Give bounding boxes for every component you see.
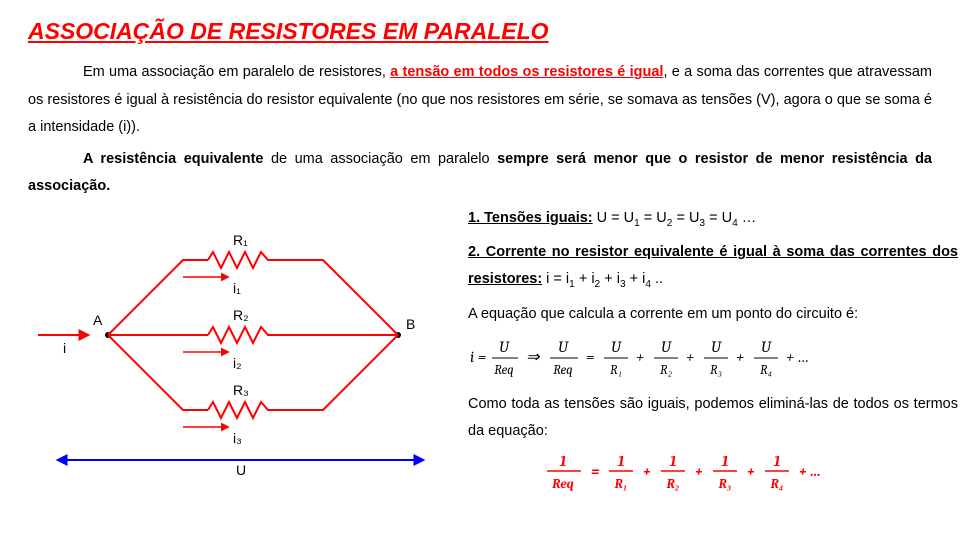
svg-text:+: + (643, 462, 651, 480)
paragraph-2: A resistência equivalente de uma associa… (28, 146, 932, 201)
svg-text:U: U (499, 338, 510, 356)
line-3: A equação que calcula a corrente em um p… (468, 301, 958, 328)
svg-text:R₄: R₄ (760, 363, 772, 378)
svg-text:=: = (586, 348, 595, 366)
svg-text:Req: Req (553, 363, 572, 378)
p1-a: Em uma associação em paralelo de resisto… (83, 64, 390, 80)
svg-text:R₄: R₄ (770, 477, 784, 492)
svg-text:R₁: R₁ (614, 477, 628, 492)
label-i: i (63, 340, 66, 356)
svg-text:R₃: R₃ (718, 477, 732, 492)
svg-text:R₁: R₁ (610, 363, 622, 378)
svg-text:+ …: + … (799, 462, 821, 480)
label-U: U (236, 462, 246, 475)
label-R3: R₃ (233, 382, 249, 398)
svg-text:R₂: R₂ (660, 363, 672, 378)
circuit-svg: i A B (28, 205, 448, 475)
rules-column: 1. Tensões iguais: U = U1 = U2 = U3 = U4… (468, 205, 958, 498)
rule-2: 2. Corrente no resistor equivalente é ig… (468, 239, 958, 294)
svg-text:⇒: ⇒ (526, 348, 540, 366)
svg-text:+: + (695, 462, 703, 480)
equation-2: 1 Req = 1 R₁ + 1 R₂ + 1 R₃ + 1 (468, 450, 958, 497)
line-4: Como toda as tensões são iguais, podemos… (468, 391, 958, 445)
label-i2: i₂ (233, 355, 242, 371)
paragraph-1: Em uma associação em paralelo de resisto… (28, 59, 932, 142)
svg-text:i =: i = (470, 348, 487, 366)
svg-text:U: U (711, 338, 722, 356)
label-i3: i₃ (233, 430, 242, 446)
svg-text:+: + (636, 348, 644, 366)
rule1-body: U = U (593, 210, 635, 226)
svg-text:+: + (736, 348, 744, 366)
label-R2: R₂ (233, 307, 249, 323)
svg-text:R₂: R₂ (666, 477, 680, 492)
svg-text:U: U (611, 338, 622, 356)
svg-text:1: 1 (721, 452, 729, 470)
circuit-diagram: i A B (28, 205, 448, 498)
svg-text:1: 1 (617, 452, 625, 470)
svg-text:U: U (661, 338, 672, 356)
svg-text:U: U (761, 338, 772, 356)
svg-text:+ …: + … (786, 348, 809, 366)
label-i1: i₁ (233, 280, 241, 296)
svg-text:+: + (686, 348, 694, 366)
svg-text:Req: Req (494, 363, 513, 378)
rule2-body: i = i (542, 271, 569, 287)
page-title: ASSOCIAÇÃO DE RESISTORES EM PARALELO (28, 18, 932, 45)
svg-text:U: U (558, 338, 569, 356)
svg-text:1: 1 (559, 452, 567, 470)
svg-text:R₃: R₃ (710, 363, 722, 378)
label-B: B (406, 316, 415, 332)
svg-text:=: = (591, 462, 600, 480)
label-A: A (93, 312, 103, 328)
equation-1: i = U Req ⇒ U Req = U R₁ + U R₂ + (468, 334, 958, 383)
svg-text:+: + (747, 462, 755, 480)
p1-b: a tensão em todos os resistores é igual (390, 64, 663, 80)
p2-b: de uma associação em paralelo (263, 151, 497, 167)
content-row: i A B (28, 205, 932, 498)
rule-1: 1. Tensões iguais: U = U1 = U2 = U3 = U4… (468, 205, 958, 234)
rule1-head: 1. Tensões iguais: (468, 210, 593, 226)
svg-text:1: 1 (669, 452, 677, 470)
p2-a: A resistência equivalente (83, 151, 263, 167)
label-R1: R₁ (233, 232, 248, 248)
svg-text:Req: Req (551, 477, 573, 492)
svg-text:1: 1 (773, 452, 781, 470)
